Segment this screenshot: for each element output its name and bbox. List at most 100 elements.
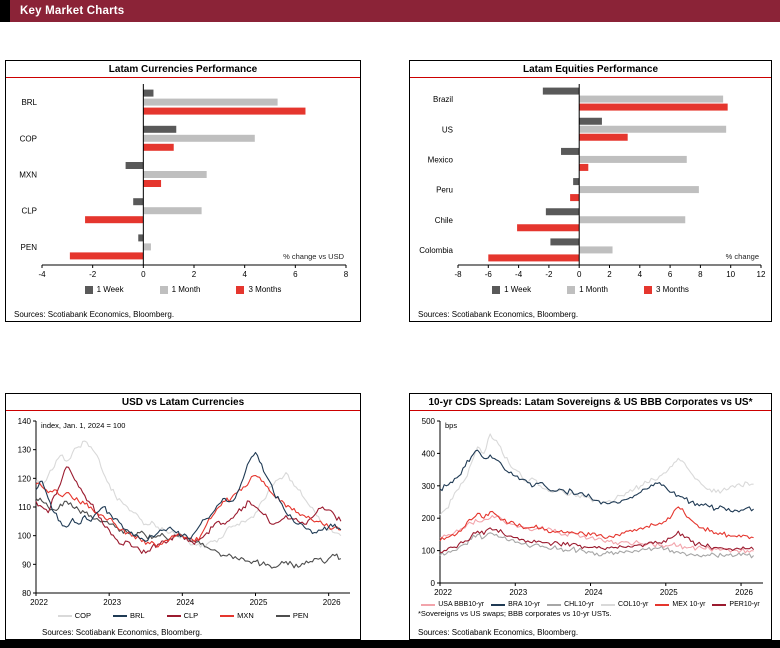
bar-US-1 Week <box>579 117 602 125</box>
bar-Peru-1 Week <box>573 178 580 186</box>
bar-Chile-1 Month <box>579 216 686 224</box>
legend-label: 3 Months <box>655 285 689 294</box>
tick-label: 2024 <box>585 588 603 597</box>
tick-label: 0 <box>431 579 436 588</box>
tick-label: 110 <box>18 503 31 512</box>
bar-MXN-1 Month <box>143 171 207 178</box>
bar-CLP-1 Month <box>143 207 202 215</box>
legend-swatch <box>421 603 436 606</box>
legend-item-PER10-yr: PER10-yr <box>712 601 760 608</box>
bar-Colombia-3 Months <box>488 254 580 262</box>
legend-label: CHL10-yr <box>564 601 595 608</box>
series-line-PER10-yr <box>439 527 755 554</box>
bar-COP-3 Months <box>143 143 174 151</box>
legend-label: COP <box>74 611 91 620</box>
tick-label: 2023 <box>509 588 527 597</box>
legend-label: 3 Months <box>248 285 282 294</box>
bar-Brazil-1 Month <box>579 95 724 103</box>
tick-label: 0 <box>577 270 582 279</box>
bar-CLP-3 Months <box>85 216 144 224</box>
bar-Chile-1 Week <box>545 208 580 216</box>
category-label: MXN <box>19 171 37 180</box>
tick-label: 120 <box>18 474 32 483</box>
legend-item-1 Week: 1 Week <box>492 285 531 294</box>
chart-title: USD vs Latam Currencies <box>6 394 360 411</box>
legend-label: 1 Week <box>504 285 532 294</box>
tick-label: 2022 <box>434 588 452 597</box>
series-line-USA BBB10-yr <box>439 515 754 554</box>
legend-label: COL10-yr <box>618 601 649 608</box>
bar-PEN-1 Month <box>143 243 151 251</box>
series-line-CLP <box>35 466 342 554</box>
legend-item-PEN: PEN <box>275 611 308 620</box>
tick-label: 100 <box>18 532 32 541</box>
tick-label: 300 <box>422 482 436 491</box>
bar-MXN-3 Months <box>143 180 162 187</box>
page-title: Key Market Charts <box>20 5 125 17</box>
bar-PEN-1 Week <box>138 234 144 242</box>
tick-label: 4 <box>638 270 643 279</box>
tick-label: 2022 <box>30 598 48 607</box>
bar-Chile-3 Months <box>517 224 580 232</box>
series-line-MEX 10-yr <box>439 506 754 542</box>
axis-note: index, Jan. 1, 2024 = 100 <box>41 421 125 430</box>
tick-label: 2 <box>607 270 612 279</box>
legend-swatch <box>159 285 168 294</box>
bar-MXN-1 Week <box>125 162 144 169</box>
legend-swatch <box>275 614 290 617</box>
legend-item-1 Month: 1 Month <box>159 285 201 294</box>
tick-label: 8 <box>698 270 703 279</box>
category-label: PEN <box>21 243 38 252</box>
legend-label: 1 Week <box>96 285 124 294</box>
page-header: Key Market Charts <box>0 0 780 22</box>
tick-label: 2025 <box>250 598 268 607</box>
legend-swatch <box>236 285 245 294</box>
legend-item-CHL10-yr: CHL10-yr <box>547 601 594 608</box>
bar-BRL-1 Week <box>143 89 154 97</box>
category-label: COP <box>20 134 37 143</box>
legend-swatch <box>712 603 727 606</box>
tick-label: 6 <box>293 270 298 279</box>
sources-note: Sources: Scotiabank Economics, Bloomberg… <box>14 310 175 319</box>
legend-item-USA BBB10-yr: USA BBB10-yr <box>421 601 484 608</box>
chart-title: Latam Currencies Performance <box>6 61 360 78</box>
category-label: Brazil <box>433 95 453 104</box>
bar-COP-1 Month <box>143 134 255 142</box>
bar-US-1 Month <box>579 125 727 133</box>
legend-swatch <box>57 614 72 617</box>
chart-latam-equities-performance: Latam Equities Performance Brazil US Mexic… <box>409 60 772 322</box>
legend-label: 1 Month <box>171 285 201 294</box>
header-black-block <box>0 0 10 22</box>
chart-title: Latam Equities Performance <box>410 61 771 78</box>
tick-label: 12 <box>757 270 766 279</box>
tick-label: 140 <box>18 417 32 426</box>
legend-label: BRL <box>129 611 145 620</box>
category-label: Chile <box>435 216 454 225</box>
legend: USA BBB10-yr BRA 10-yr CHL10-yr COL10-yr MEX… <box>410 601 771 608</box>
cds-line-plot: 0 100 200 300 400 500 2022 2023 2024 2025 2026 bps <box>422 417 763 597</box>
tick-label: 400 <box>422 449 436 458</box>
legend: 1 Week 1 Month 3 Months <box>410 285 771 294</box>
bar-CLP-1 Week <box>133 198 144 206</box>
sources-note: Sources: Scotiabank Economics, Bloomberg… <box>418 310 579 319</box>
tick-label: 2025 <box>660 588 678 597</box>
legend-label: PER10-yr <box>729 601 760 608</box>
bar-Brazil-3 Months <box>579 103 728 111</box>
category-label: Colombia <box>419 246 453 255</box>
tick-label: 0 <box>141 270 146 279</box>
bar-Mexico-1 Week <box>561 147 580 155</box>
legend-item-MEX 10-yr: MEX 10-yr <box>655 601 705 608</box>
equities-bar-plot: Brazil US Mexico Peru Chile Colombia -8 -6 -4 -2 0… <box>419 84 766 279</box>
tick-label: -2 <box>89 270 97 279</box>
tick-label: 4 <box>242 270 247 279</box>
tick-label: 500 <box>422 417 436 426</box>
tick-label: -2 <box>545 270 553 279</box>
legend-item-BRA 10-yr: BRA 10-yr <box>491 601 540 608</box>
legend-swatch <box>643 285 652 294</box>
legend-label: CLP <box>183 611 199 620</box>
currencies-line-plot: 80 90 100 110 120 130 140 2022 2023 2024 2025 2026 i… <box>18 417 350 607</box>
category-label: BRL <box>21 98 37 107</box>
bar-Mexico-3 Months <box>579 163 589 171</box>
legend-item-COL10-yr: COL10-yr <box>601 601 648 608</box>
bar-US-3 Months <box>579 133 628 141</box>
